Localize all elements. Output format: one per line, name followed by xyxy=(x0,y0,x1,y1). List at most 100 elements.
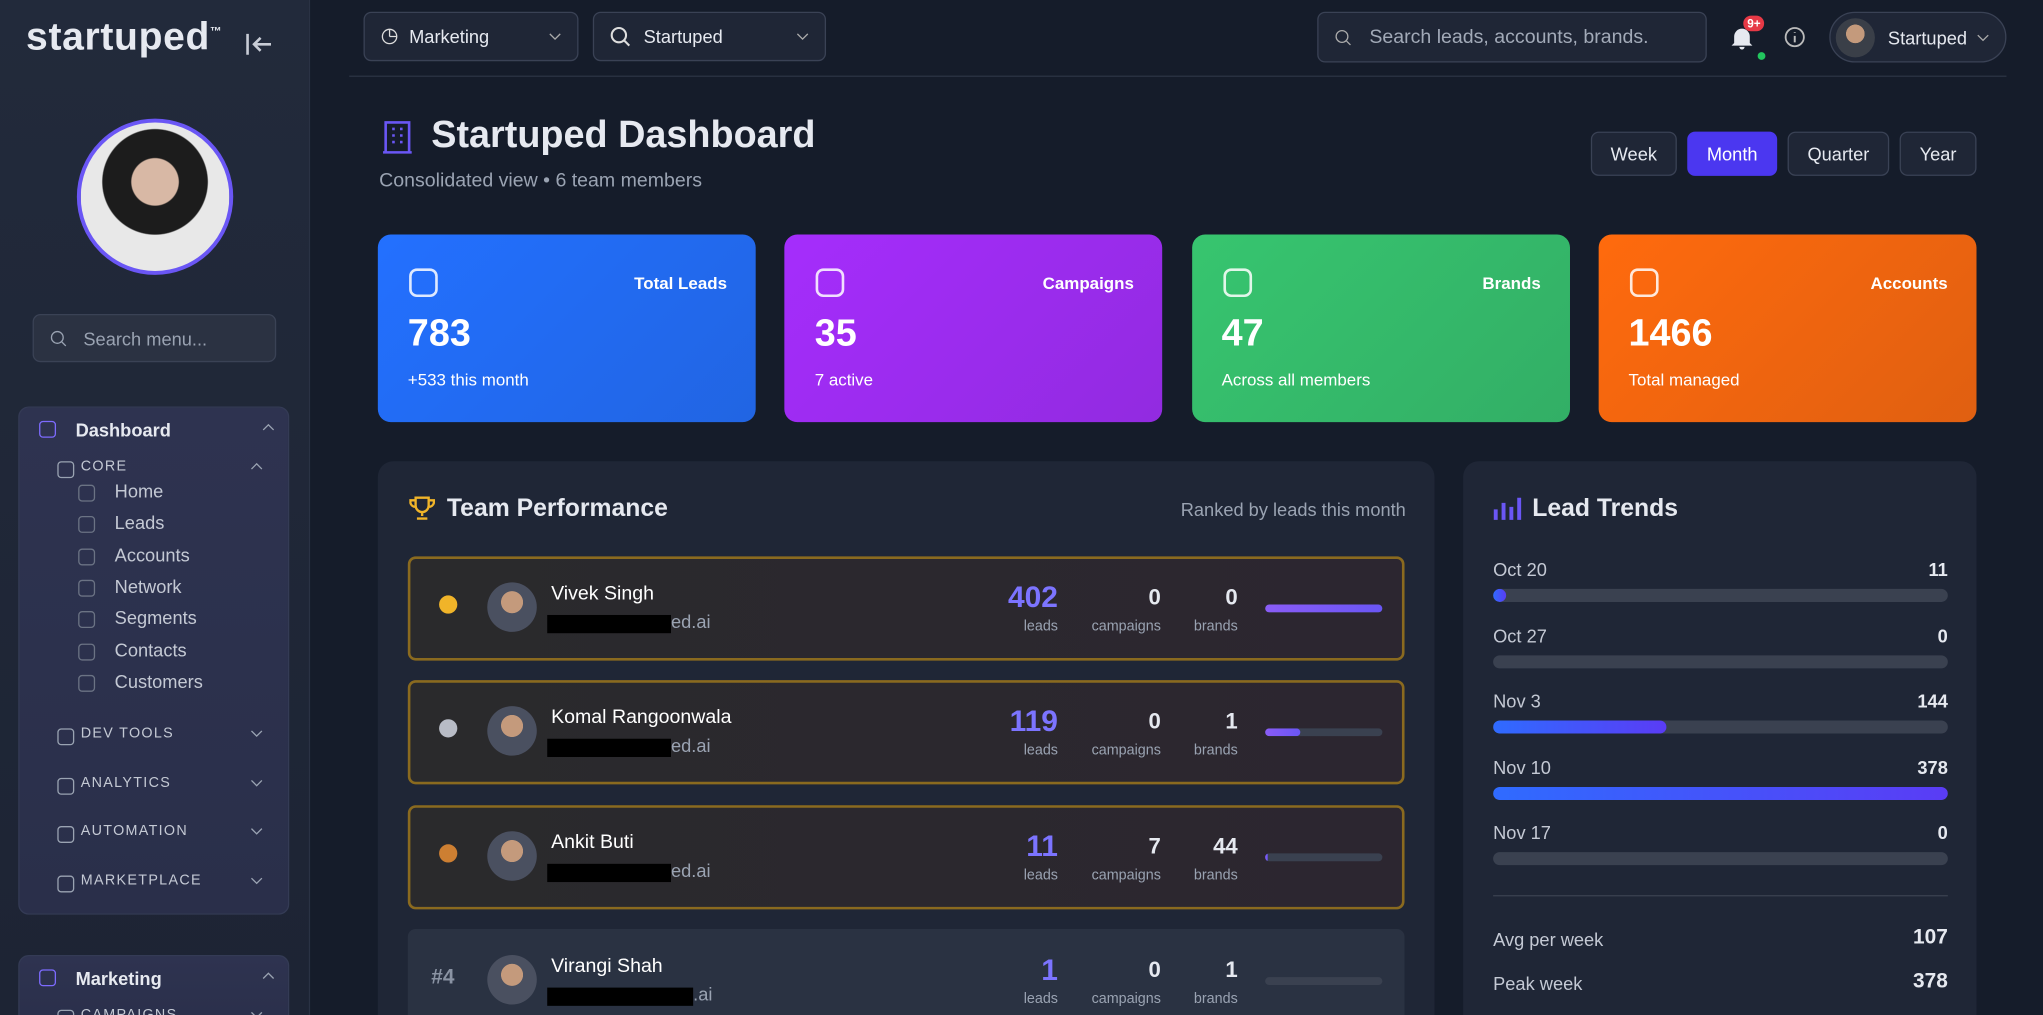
medal xyxy=(439,843,458,862)
week-track xyxy=(1493,588,1948,602)
rank-label: #4 xyxy=(431,966,455,989)
nav-group-label[interactable]: CAMPAIGNS xyxy=(81,1007,178,1015)
member-leads: 1 xyxy=(1041,952,1058,987)
lead-progress-track xyxy=(1265,604,1383,613)
stat-note: Total managed xyxy=(1628,370,1740,390)
nav-item[interactable]: Segments xyxy=(114,607,197,629)
workspace-select[interactable]: Marketing xyxy=(363,11,579,62)
chevron xyxy=(250,730,263,738)
nav-icon xyxy=(78,484,96,502)
stat-icon xyxy=(1629,268,1659,298)
org-select[interactable]: Startuped xyxy=(592,11,827,62)
member-row[interactable] xyxy=(407,680,1405,785)
nav-section-label: Marketing xyxy=(75,968,162,989)
nav-group-label[interactable]: CORE xyxy=(80,458,128,475)
global-search-placeholder: Search leads, accounts, brands. xyxy=(1369,26,1649,49)
lead-progress-track xyxy=(1265,728,1383,737)
member-campaigns: 0 xyxy=(1148,709,1161,734)
nav-icon xyxy=(78,642,96,660)
nav-group-label[interactable]: MARKETPLACE xyxy=(80,872,202,889)
stat-label: Campaigns xyxy=(1042,273,1134,294)
member-email: ed.ai xyxy=(670,859,711,881)
period-button[interactable]: Month xyxy=(1687,131,1778,176)
period-button[interactable]: Week xyxy=(1590,131,1677,176)
nav-item[interactable]: Contacts xyxy=(114,639,187,660)
nav-group-label[interactable]: DEV TOOLS xyxy=(80,725,175,742)
member-row[interactable] xyxy=(407,556,1405,661)
member-email: ed.ai xyxy=(670,735,711,757)
member-avatar xyxy=(487,706,537,757)
info-button[interactable] xyxy=(1784,26,1806,48)
redaction xyxy=(547,739,671,758)
profile-avatar[interactable] xyxy=(76,118,234,275)
medal xyxy=(439,719,458,738)
member-brands: 0 xyxy=(1225,585,1238,610)
title-icon xyxy=(383,121,412,154)
lead-progress-track xyxy=(1265,852,1383,861)
week-label: Oct 27 xyxy=(1493,624,1547,646)
notifications-button[interactable] xyxy=(1730,25,1753,51)
nav-icon xyxy=(57,826,75,844)
week-track xyxy=(1493,852,1948,866)
summary-value: 107 xyxy=(1913,926,1948,949)
week-label: Nov 17 xyxy=(1493,822,1551,843)
nav-item[interactable]: Network xyxy=(114,575,182,597)
week-track xyxy=(1493,720,1948,734)
period-button[interactable]: Quarter xyxy=(1787,131,1890,176)
summary-label: Avg per week xyxy=(1493,928,1604,950)
nav-item[interactable]: Accounts xyxy=(114,544,190,565)
user-menu[interactable]: Startuped xyxy=(1829,11,2007,63)
week-value: 378 xyxy=(1917,756,1948,778)
member-campaigns: 7 xyxy=(1148,833,1161,859)
stat-value: 47 xyxy=(1221,312,1264,355)
column-label: leads xyxy=(1023,867,1058,883)
stat-card xyxy=(377,234,756,423)
nav-item[interactable]: Leads xyxy=(114,512,165,534)
week-track xyxy=(1493,654,1948,668)
chevron xyxy=(250,877,263,884)
menu-search-placeholder: Search menu... xyxy=(83,327,208,349)
column-label: brands xyxy=(1193,991,1238,1007)
column-label: campaigns xyxy=(1091,618,1161,635)
summary-value: 378 xyxy=(1913,970,1948,993)
nav-item[interactable]: Home xyxy=(114,480,164,502)
logo-mark: ™ xyxy=(210,24,223,38)
nav-icon xyxy=(78,674,96,692)
nav-group-label[interactable]: AUTOMATION xyxy=(80,823,189,840)
notification-badge: 9+ xyxy=(1743,15,1765,32)
status-dot xyxy=(1757,52,1766,60)
nav-group-label[interactable]: ANALYTICS xyxy=(80,774,172,791)
page-title: Startuped Dashboard xyxy=(431,114,816,157)
period-button[interactable]: Year xyxy=(1899,131,1977,176)
stat-note: 7 active xyxy=(814,370,874,390)
stat-label: Total Leads xyxy=(634,273,728,294)
week-value: 11 xyxy=(1928,558,1948,580)
nav-section[interactable] xyxy=(18,955,290,1015)
team-title: Team Performance xyxy=(446,495,668,523)
stat-label: Brands xyxy=(1482,273,1541,294)
user-label: Startuped xyxy=(1887,26,1968,48)
nav-icon xyxy=(57,1009,75,1015)
redaction xyxy=(547,987,694,1006)
member-row[interactable] xyxy=(407,804,1405,909)
nav-section[interactable] xyxy=(18,406,290,915)
nav-item[interactable]: Customers xyxy=(114,670,203,692)
column-label: leads xyxy=(1023,618,1058,635)
column-label: brands xyxy=(1193,618,1238,635)
collapse-button[interactable] xyxy=(245,31,274,57)
member-name: Virangi Shah xyxy=(551,954,663,978)
redaction xyxy=(547,614,671,634)
week-bar xyxy=(1493,588,1507,602)
week-label: Oct 20 xyxy=(1493,558,1547,580)
menu-search[interactable]: Search menu... xyxy=(32,313,277,363)
stat-label: Accounts xyxy=(1870,273,1948,294)
stat-value: 35 xyxy=(814,312,857,355)
week-value: 0 xyxy=(1937,624,1948,646)
member-leads: 11 xyxy=(1026,828,1058,862)
nav-icon xyxy=(57,777,75,795)
global-search[interactable]: Search leads, accounts, brands. xyxy=(1317,11,1707,63)
member-email: ed.ai xyxy=(670,611,711,632)
column-label: leads xyxy=(1023,743,1058,759)
